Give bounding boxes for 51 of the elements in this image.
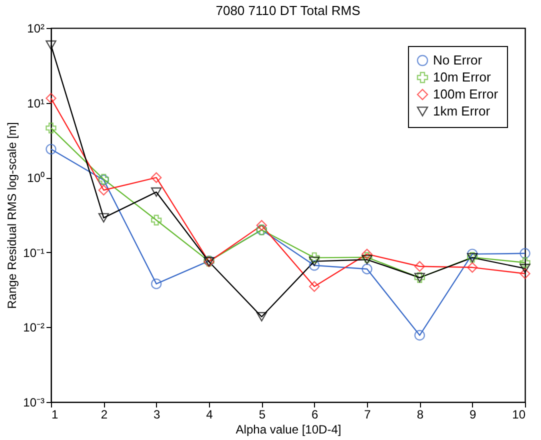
point — [520, 248, 530, 259]
point — [520, 264, 530, 274]
point — [150, 278, 162, 290]
point — [46, 92, 56, 104]
y-tick-label: 10⁻² — [23, 320, 45, 335]
point — [256, 312, 268, 322]
x-tick-label: 1 — [52, 408, 58, 422]
point — [150, 172, 162, 183]
x-tick-label: 10 — [512, 408, 526, 422]
legend-label: 100m Error — [433, 86, 499, 102]
point — [46, 144, 56, 154]
point — [150, 187, 162, 197]
point — [414, 330, 426, 341]
point — [256, 220, 268, 231]
x-tick-label: 5 — [258, 408, 266, 422]
y-tick-label: 10² — [27, 22, 45, 36]
point — [362, 248, 372, 260]
point — [98, 184, 110, 196]
point — [308, 260, 320, 271]
legend-label: 10m Error — [433, 70, 492, 84]
x-tick-label: 7 — [364, 408, 372, 422]
y-tick-label: 10⁻¹ — [23, 246, 45, 260]
y-tick-label: 10¹ — [27, 96, 45, 110]
point — [46, 40, 56, 50]
point — [150, 214, 162, 226]
point — [308, 252, 320, 264]
point — [362, 252, 372, 263]
y-tick-label: 10⁻³ — [23, 396, 45, 410]
point — [362, 264, 372, 274]
point — [308, 256, 320, 266]
y-axis-title: Range Residual RMS log-scale [m] — [5, 122, 20, 309]
x-tick-label: 9 — [469, 408, 476, 422]
point — [308, 281, 320, 292]
point — [466, 262, 478, 273]
y-tick-label: 10⁰ — [27, 171, 44, 186]
x-tick-label: 4 — [206, 408, 214, 422]
x-tick-label: 2 — [100, 408, 108, 422]
point — [362, 254, 372, 264]
x-axis-title: Alpha value [10D-4] — [236, 422, 342, 436]
point — [466, 248, 478, 260]
point — [46, 122, 56, 134]
legend-label: No Error — [433, 52, 483, 68]
point — [414, 261, 426, 272]
x-tick-label: 8 — [416, 408, 424, 422]
point — [520, 268, 530, 279]
point — [520, 257, 530, 268]
x-tick-label: 3 — [153, 408, 160, 422]
point — [98, 213, 110, 223]
chart-title: 7080 7110 DT Total RMS — [216, 3, 361, 18]
legend-label: 1km Error — [433, 104, 491, 118]
x-tick-label: 6 — [311, 408, 318, 422]
